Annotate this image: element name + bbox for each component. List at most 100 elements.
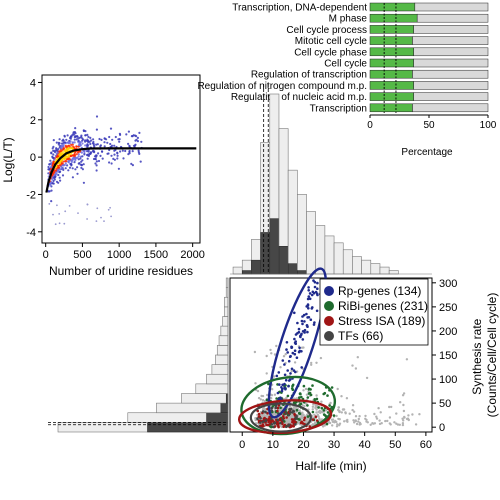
group-point: [332, 414, 336, 417]
group-point: [322, 413, 326, 416]
halflife-bar-all: [352, 256, 362, 275]
go-bar-segment: [412, 103, 489, 113]
group-point: [279, 421, 282, 425]
group-point: [270, 417, 273, 421]
uridine-point: [108, 161, 111, 164]
main-y-tick-label: 150: [439, 350, 457, 362]
group-point: [295, 416, 298, 420]
gene-point: [305, 393, 309, 396]
uridine-point: [113, 153, 116, 156]
uridine-point: [86, 144, 90, 147]
uridine-point: [70, 160, 73, 164]
rp-gene-point: [309, 318, 313, 322]
uridine-point: [57, 164, 60, 167]
gene-point: [402, 403, 405, 407]
gene-point: [346, 418, 349, 422]
group-point: [311, 410, 315, 414]
go-x-label: Percentage: [401, 147, 453, 158]
uridine-point: [52, 182, 55, 185]
uridine-point: [119, 133, 122, 136]
gene-point: [284, 353, 287, 356]
gene-point: [279, 366, 282, 369]
group-point: [298, 396, 301, 399]
gene-point: [336, 387, 339, 391]
group-point: [320, 407, 324, 410]
uridine-x-label: Number of uridine residues: [49, 264, 193, 278]
uridine-point: [57, 143, 60, 146]
uridine-y-tick-label: -2: [26, 189, 36, 201]
gene-point: [254, 417, 257, 420]
uridine-point: [62, 139, 65, 142]
gene-point: [273, 393, 277, 396]
uridine-point: [131, 164, 134, 167]
rp-gene-point: [307, 286, 310, 289]
uridine-point: [72, 157, 75, 160]
go-category-label: Mitotic cell cycle: [295, 36, 368, 47]
uridine-point: [71, 154, 74, 157]
uridine-point: [112, 157, 115, 160]
uridine-point: [78, 150, 81, 153]
go-category-label: Cell cycle process: [286, 25, 367, 36]
gene-point: [266, 393, 269, 397]
uridine-point: [83, 153, 86, 156]
uridine-point: [76, 166, 79, 169]
gene-point: [378, 419, 381, 422]
uridine-point: [93, 145, 96, 148]
rp-gene-point: [294, 370, 297, 374]
uridine-point: [52, 213, 54, 216]
synthesis-bar-all: [211, 364, 229, 375]
uridine-point: [140, 140, 143, 143]
uridine-point: [57, 173, 60, 177]
uridine-point: [95, 115, 99, 118]
gene-point: [364, 414, 367, 418]
gene-point: [340, 411, 343, 414]
go-bar-segment: [369, 13, 418, 23]
uridine-point: [68, 159, 71, 162]
uridine-point: [55, 141, 58, 144]
legend-label-ribi: RiBi-genes (231): [338, 299, 428, 313]
ellipse-stress-isa: [237, 399, 333, 435]
go-bar-segment: [369, 81, 414, 90]
main-y-tick-label: 200: [439, 326, 457, 338]
halflife-bar-highlight: [241, 270, 252, 275]
rp-gene-point: [275, 374, 279, 378]
uridine-point: [64, 149, 67, 152]
gene-point: [356, 356, 359, 359]
uridine-point: [86, 218, 88, 220]
uridine-point: [95, 164, 98, 167]
uridine-point: [73, 138, 76, 141]
uridine-point: [139, 160, 142, 163]
main-y-label: Synthesis rate (Counts/Cell/Cell cycle): [470, 293, 499, 418]
gene-point: [357, 420, 360, 423]
group-point: [289, 407, 293, 411]
uridine-point: [127, 153, 130, 156]
uridine-point: [58, 150, 61, 153]
uridine-point: [84, 140, 87, 143]
uridine-point: [53, 149, 56, 152]
go-bar-segment: [414, 2, 489, 12]
gene-point: [373, 412, 376, 416]
uridine-point: [60, 147, 63, 150]
uridine-point: [100, 216, 102, 219]
uridine-point: [56, 149, 59, 152]
uridine-point: [49, 181, 53, 184]
uridine-point: [97, 152, 100, 155]
uridine-point: [76, 151, 80, 154]
uridine-point: [70, 164, 73, 167]
group-point: [317, 406, 320, 409]
rp-gene-point: [310, 293, 314, 297]
uridine-point: [49, 167, 53, 171]
uridine-x-tick-label: 500: [73, 249, 91, 261]
uridine-point: [121, 149, 124, 152]
group-point: [295, 414, 298, 418]
rp-gene-point: [283, 386, 286, 390]
go-bar-segment: [369, 103, 413, 113]
group-point: [303, 416, 307, 420]
uridine-point: [66, 134, 69, 137]
rp-gene-point: [303, 328, 307, 332]
uridine-point: [96, 207, 99, 210]
group-point: [270, 421, 273, 424]
uridine-point: [109, 206, 111, 209]
group-point: [292, 401, 296, 405]
gene-point: [253, 350, 257, 354]
